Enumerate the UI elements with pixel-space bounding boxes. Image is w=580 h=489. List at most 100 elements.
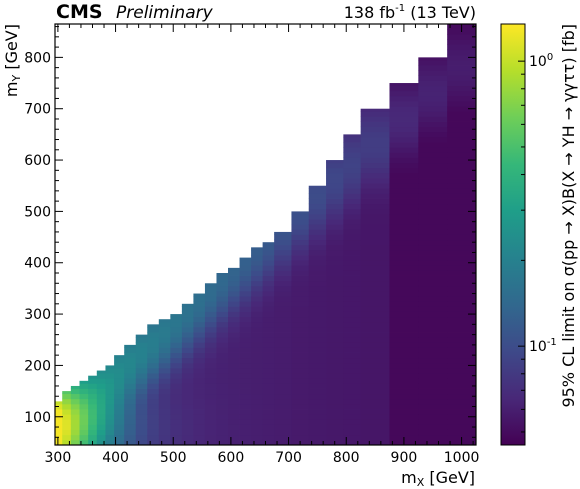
heatmap-cell — [326, 316, 344, 323]
heatmap-cell — [239, 383, 252, 389]
heatmap-cell — [204, 367, 217, 374]
heatmap-cell — [418, 59, 448, 66]
heatmap-cell — [193, 429, 206, 436]
heatmap-cell — [389, 367, 419, 374]
heatmap-cell — [147, 388, 160, 395]
heatmap-cell — [158, 414, 171, 420]
heatmap-cell — [193, 434, 206, 441]
heatmap-cell — [418, 178, 448, 184]
heatmap-cell — [326, 234, 344, 241]
heatmap-cell — [124, 362, 137, 369]
heatmap-cell — [204, 388, 217, 395]
heatmap-cell — [326, 188, 344, 194]
heatmap-cell — [228, 357, 240, 364]
heatmap-cell — [447, 90, 476, 97]
heatmap-cell — [158, 378, 171, 384]
heatmap-cell — [343, 306, 362, 312]
heatmap-cell — [96, 398, 106, 405]
heatmap-cell — [239, 342, 252, 348]
heatmap-cell — [274, 424, 292, 430]
heatmap-cell — [389, 219, 419, 225]
heatmap-cell — [135, 424, 148, 430]
heatmap-cell — [262, 434, 275, 441]
heatmap-cell — [70, 439, 80, 445]
heatmap-cell — [360, 244, 390, 251]
heatmap-cell — [274, 270, 292, 276]
heatmap-cell — [447, 326, 476, 333]
y-tick-label: 800 — [24, 50, 51, 66]
heatmap-cell — [308, 326, 327, 333]
heatmap-cell — [105, 403, 115, 410]
heatmap-cell — [389, 311, 419, 318]
heatmap-cell — [262, 337, 275, 343]
heatmap-cell — [274, 260, 292, 266]
heatmap-cell — [291, 255, 310, 261]
heatmap-cell — [308, 362, 327, 369]
heatmap-cell — [124, 414, 137, 420]
heatmap-cell — [274, 429, 292, 436]
heatmap-cell — [216, 434, 229, 441]
heatmap-cell — [447, 65, 476, 71]
heatmap-cell — [447, 34, 476, 40]
x-tick-label: 700 — [275, 450, 302, 466]
heatmap-cell — [447, 244, 476, 251]
heatmap-cell — [262, 362, 275, 369]
heatmap-cell — [124, 352, 137, 359]
heatmap-cell — [447, 275, 476, 282]
heatmap-cell — [343, 388, 362, 395]
heatmap-cell — [96, 414, 106, 420]
lumi-exponent: -1 — [395, 3, 405, 14]
heatmap-cell — [447, 296, 476, 302]
heatmap-cell — [274, 275, 292, 282]
heatmap-cell — [326, 409, 344, 415]
heatmap-cell — [170, 393, 183, 400]
heatmap-cell — [181, 388, 194, 395]
heatmap-cell — [291, 321, 310, 328]
heatmap-cell — [274, 414, 292, 420]
heatmap-cell — [389, 316, 419, 323]
heatmap-cell — [343, 244, 362, 251]
heatmap-cell — [216, 367, 229, 374]
heatmap-cell — [343, 285, 362, 292]
heatmap-cell — [181, 419, 194, 425]
heatmap-cell — [308, 419, 327, 425]
heatmap-cell — [343, 301, 362, 307]
heatmap-cell — [228, 347, 240, 353]
x-tick-label: 800 — [333, 450, 360, 466]
cms-label: CMS — [56, 1, 103, 23]
heatmap-cell — [251, 306, 264, 312]
heatmap-cell — [96, 370, 106, 374]
heatmap-cell — [389, 249, 419, 256]
heatmap-cell — [308, 373, 327, 379]
heatmap-cell — [170, 367, 183, 374]
heatmap-cell — [228, 296, 240, 302]
heatmap-cell — [251, 362, 264, 369]
heatmap-cell — [291, 296, 310, 302]
heatmap-cell — [216, 301, 229, 307]
heatmap-cell — [308, 213, 327, 220]
heatmap-cell — [228, 383, 240, 389]
heatmap-cell — [216, 306, 229, 312]
heatmap-cell — [418, 75, 448, 81]
heatmap-cell — [158, 403, 171, 410]
heatmap-cell — [308, 434, 327, 441]
heatmap-cell — [291, 383, 310, 389]
heatmap-cell — [343, 213, 362, 220]
heatmap-cell — [181, 429, 194, 436]
heatmap-cell — [343, 321, 362, 328]
heatmap-cell — [447, 321, 476, 328]
heatmap-cell — [274, 316, 292, 323]
heatmap-cell — [251, 414, 264, 420]
heatmap-cell — [239, 285, 252, 292]
heatmap-cell — [135, 398, 148, 405]
heatmap-cell — [360, 316, 390, 323]
heatmap-cell — [135, 373, 148, 379]
heatmap-cell — [274, 311, 292, 318]
heatmap-cell — [389, 296, 419, 302]
heatmap-cell — [181, 409, 194, 415]
heatmap-cell — [418, 270, 448, 276]
heatmap-cell — [262, 342, 275, 348]
heatmap-cell — [343, 134, 362, 138]
heatmap-cell — [114, 393, 125, 400]
heatmap-cell — [216, 439, 229, 445]
